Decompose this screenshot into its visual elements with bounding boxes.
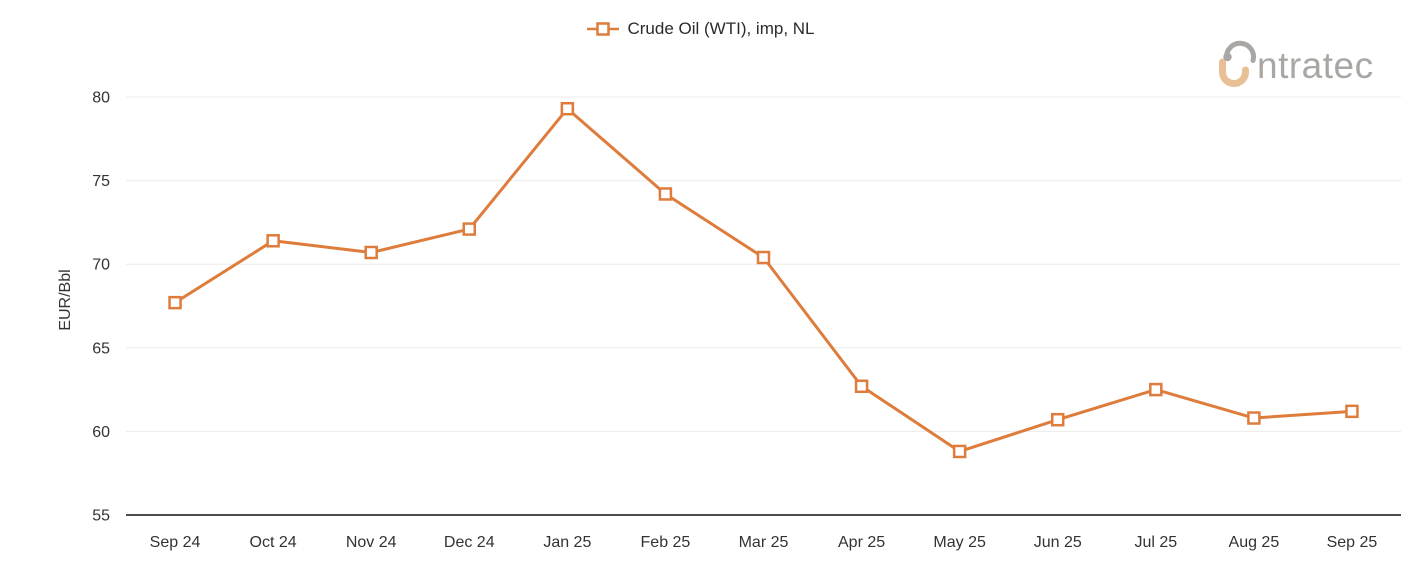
- y-tick-label: 75: [92, 173, 110, 190]
- data-point-marker[interactable]: [560, 101, 575, 116]
- y-tick-label: 70: [92, 257, 110, 274]
- x-tick-label: Dec 24: [444, 534, 495, 551]
- x-tick-label: Oct 24: [250, 534, 297, 551]
- data-point-marker[interactable]: [658, 187, 673, 201]
- logo-i-dot: [1223, 52, 1232, 62]
- x-tick-label: Apr 25: [838, 534, 885, 551]
- data-point-marker[interactable]: [1247, 411, 1261, 425]
- legend-label: Crude Oil (WTI), imp, NL: [627, 19, 815, 38]
- legend-marker-icon: [587, 22, 620, 36]
- y-tick-label: 80: [92, 90, 110, 107]
- data-point-marker[interactable]: [1149, 382, 1163, 397]
- x-tick-label: Jul 25: [1134, 534, 1177, 551]
- intratec-logo: ntratec: [1211, 36, 1381, 95]
- x-tick-label: Jan 25: [543, 534, 591, 551]
- y-tick-label: 65: [92, 340, 110, 357]
- data-point-marker[interactable]: [364, 245, 378, 260]
- x-tick-label: May 25: [933, 534, 986, 551]
- data-point-marker[interactable]: [756, 250, 771, 265]
- data-point-marker[interactable]: [1050, 412, 1065, 427]
- y-tick-label: 55: [92, 508, 110, 525]
- data-point-marker[interactable]: [168, 295, 182, 310]
- x-tick-label: Feb 25: [641, 534, 691, 551]
- x-tick-label: Jun 25: [1034, 534, 1082, 551]
- y-tick-label: 60: [92, 424, 110, 441]
- logo-u-shape: [1219, 58, 1249, 87]
- x-tick-label: Sep 24: [150, 534, 201, 551]
- data-point-marker[interactable]: [854, 379, 869, 394]
- data-point-marker[interactable]: [1345, 404, 1359, 419]
- y-axis-title: EUR/Bbl: [57, 269, 74, 331]
- x-tick-label: Aug 25: [1229, 534, 1280, 551]
- intratec-logo-mark: ntratec: [1219, 40, 1374, 87]
- data-point-marker[interactable]: [266, 234, 280, 248]
- intratec-logo-text: ntratec: [1257, 45, 1374, 86]
- x-tick-label: Sep 25: [1327, 534, 1378, 551]
- legend-item[interactable]: Crude Oil (WTI), imp, NL: [0, 19, 1401, 39]
- data-point-marker[interactable]: [952, 444, 967, 459]
- x-tick-label: Mar 25: [739, 534, 789, 551]
- x-tick-label: Nov 24: [346, 534, 397, 551]
- logo-arc: [1224, 40, 1256, 63]
- series-line: [173, 107, 1354, 453]
- data-point-marker[interactable]: [462, 222, 477, 236]
